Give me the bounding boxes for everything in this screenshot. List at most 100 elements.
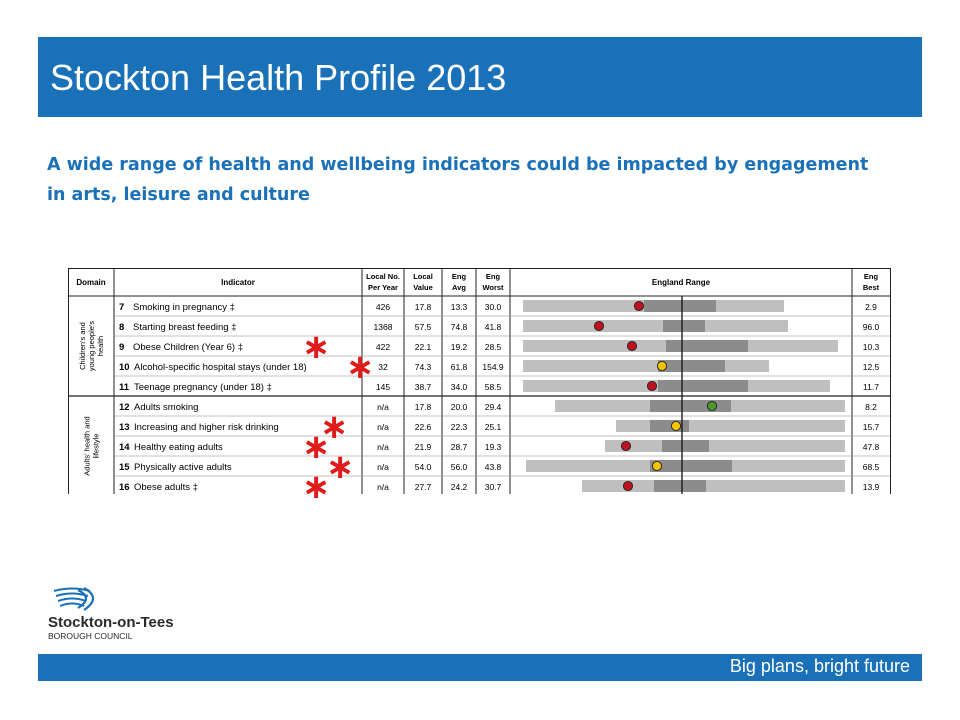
domain-label-line: lifestyle — [92, 433, 101, 458]
row-eng-worst: 30.7 — [485, 482, 502, 492]
row-number: 13 — [119, 422, 130, 433]
domain-label-line: Adults' health and — [83, 416, 92, 475]
row-eng-best: 15.7 — [863, 422, 880, 432]
row-eng-best: 13.9 — [863, 482, 880, 492]
row-eng-best: 2.9 — [865, 302, 877, 312]
row-eng-best: 12.5 — [863, 362, 880, 372]
header-domain: Domain — [76, 278, 105, 287]
domain-label-line: young people's — [87, 321, 96, 371]
row-eng-worst: 28.5 — [485, 342, 502, 352]
page-title: Stockton Health Profile 2013 — [50, 57, 507, 98]
asterisk-icon: ∗ — [326, 447, 355, 487]
row-eng-avg: 74.8 — [451, 322, 468, 332]
row-local-value: 27.7 — [415, 482, 432, 492]
row-number: 14 — [119, 442, 130, 453]
row-eng-best: 47.8 — [863, 442, 880, 452]
row-number: 16 — [119, 482, 130, 493]
row-eng-best: 68.5 — [863, 462, 880, 472]
row-local-value: 21.9 — [415, 442, 432, 452]
asterisk-icon: ∗ — [320, 407, 349, 447]
asterisk-icon: ∗ — [302, 327, 331, 367]
indicator-dot-yellow — [656, 360, 668, 372]
row-eng-worst: 29.4 — [485, 402, 502, 412]
footer-tagline: Big plans, bright future — [729, 656, 910, 676]
row-number: 12 — [119, 402, 130, 413]
indicator-dot-red — [633, 300, 645, 312]
row-number: 8 — [119, 322, 124, 333]
row-eng-worst: 19.3 — [485, 442, 502, 452]
domain-label-line: Children's and — [78, 322, 87, 370]
row-eng-avg: 56.0 — [451, 462, 468, 472]
health-profile-table: Domain Indicator Local No. Per Year Local Val… — [68, 268, 892, 494]
domain-label-group: Adults' health and lifestyle — [83, 416, 101, 475]
logo-sub: BOROUGH COUNCIL — [48, 631, 133, 641]
header-local-no-line1: Local No. — [366, 272, 400, 281]
row-eng-avg: 24.2 — [451, 482, 468, 492]
row-eng-worst: 58.5 — [485, 382, 502, 392]
range-bar-dark — [650, 460, 732, 472]
header-eng-worst-line2: Worst — [482, 283, 504, 292]
indicator-dot-red — [593, 320, 605, 332]
row-indicator: Teenage pregnancy (under 18) ‡ — [134, 382, 272, 393]
row-local-value: 17.8 — [415, 302, 432, 312]
row-eng-avg: 13.3 — [451, 302, 468, 312]
row-number: 15 — [119, 462, 130, 473]
row-local-no: n/a — [377, 422, 389, 432]
range-bar-dark — [666, 340, 748, 352]
row-eng-avg: 34.0 — [451, 382, 468, 392]
range-bar-dark — [658, 380, 748, 392]
header-eng-best-line2: Best — [863, 283, 880, 292]
row-local-no: 145 — [376, 382, 390, 392]
row-local-value: 17.8 — [415, 402, 432, 412]
health-profile-table-svg: Domain Indicator Local No. Per Year Local Val… — [68, 268, 891, 494]
header-local-no-line2: Per Year — [368, 283, 398, 292]
indicator-dot-red — [622, 480, 634, 492]
row-number: 7 — [119, 302, 124, 313]
council-logo: Stockton-on-Tees BOROUGH COUNCIL — [48, 582, 188, 642]
range-bar-dark — [663, 320, 705, 332]
domain-label-group: Children's and young people's health — [78, 321, 105, 371]
row-number: 9 — [119, 342, 124, 353]
subtitle: A wide range of health and wellbeing ind… — [47, 155, 869, 205]
row-local-no: n/a — [377, 462, 389, 472]
row-local-value: 57.5 — [415, 322, 432, 332]
indicator-dot-red — [620, 440, 632, 452]
row-eng-worst: 30.0 — [485, 302, 502, 312]
footer-bar: Big plans, bright future — [38, 654, 922, 681]
row-indicator: Starting breast feeding ‡ — [133, 322, 237, 333]
row-local-no: n/a — [377, 442, 389, 452]
header-eng-best-line1: Eng — [864, 272, 879, 281]
row-eng-worst: 43.8 — [485, 462, 502, 472]
title-bar: Stockton Health Profile 2013 — [38, 37, 922, 117]
row-eng-worst: 25.1 — [485, 422, 502, 432]
row-eng-best: 11.7 — [863, 382, 879, 392]
row-eng-avg: 19.2 — [451, 342, 468, 352]
header-eng-avg-line1: Eng — [452, 272, 467, 281]
asterisk-icon: ∗ — [302, 427, 331, 467]
row-local-value: 38.7 — [415, 382, 432, 392]
range-bar-dark — [650, 400, 731, 412]
range-bar-light — [523, 320, 788, 332]
row-indicator: Adults smoking — [134, 402, 198, 413]
range-bar-light — [523, 360, 769, 372]
row-indicator: Alcohol-specific hospital stays (under 1… — [134, 362, 307, 373]
row-eng-avg: 22.3 — [451, 422, 468, 432]
row-local-no: 32 — [378, 362, 388, 372]
header-england-range: England Range — [652, 278, 711, 287]
header-eng-worst-line1: Eng — [486, 272, 501, 281]
row-local-no: 426 — [376, 302, 390, 312]
row-indicator: Healthy eating adults — [134, 442, 223, 453]
row-number: 10 — [119, 362, 130, 373]
indicator-dot-red — [626, 340, 638, 352]
indicator-dot-red — [646, 380, 658, 392]
row-local-no: 422 — [376, 342, 390, 352]
range-bar-dark — [650, 420, 689, 432]
row-number: 11 — [119, 382, 130, 393]
indicator-dot-green — [706, 400, 718, 412]
range-bar-light — [582, 480, 845, 492]
range-bar-dark — [654, 480, 706, 492]
row-eng-best: 8.2 — [865, 402, 877, 412]
row-indicator: Obese Children (Year 6) ‡ — [133, 342, 243, 353]
row-eng-worst: 41.8 — [485, 322, 502, 332]
domain-label-line: health — [96, 336, 105, 356]
